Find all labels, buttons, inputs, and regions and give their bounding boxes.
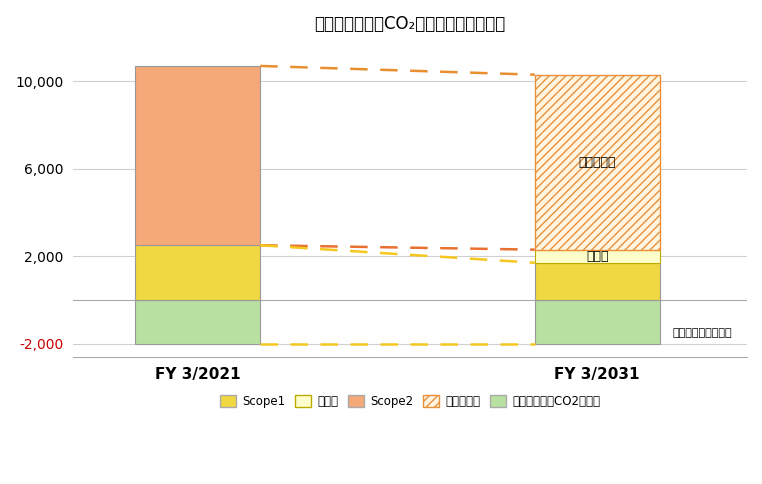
Title: 温室効果ガス（CO₂）排出量の削減目標: 温室効果ガス（CO₂）排出量の削減目標 bbox=[315, 15, 506, 33]
Bar bbox=[535, 75, 660, 250]
Text: 再エネ調達: 再エネ調達 bbox=[578, 156, 616, 168]
Bar bbox=[136, 66, 260, 245]
Legend: Scope1, 省エネ, Scope2, 再エネ調達, 社有林によるCO2吸収量: Scope1, 省エネ, Scope2, 再エネ調達, 社有林によるCO2吸収量 bbox=[215, 390, 605, 412]
Bar bbox=[136, 300, 260, 344]
Bar bbox=[535, 263, 660, 300]
Bar bbox=[136, 245, 260, 300]
Bar bbox=[535, 250, 660, 263]
Bar bbox=[535, 300, 660, 344]
Text: 省エネ: 省エネ bbox=[586, 250, 609, 263]
Text: 森林吸収による相殺: 森林吸収による相殺 bbox=[672, 328, 732, 338]
